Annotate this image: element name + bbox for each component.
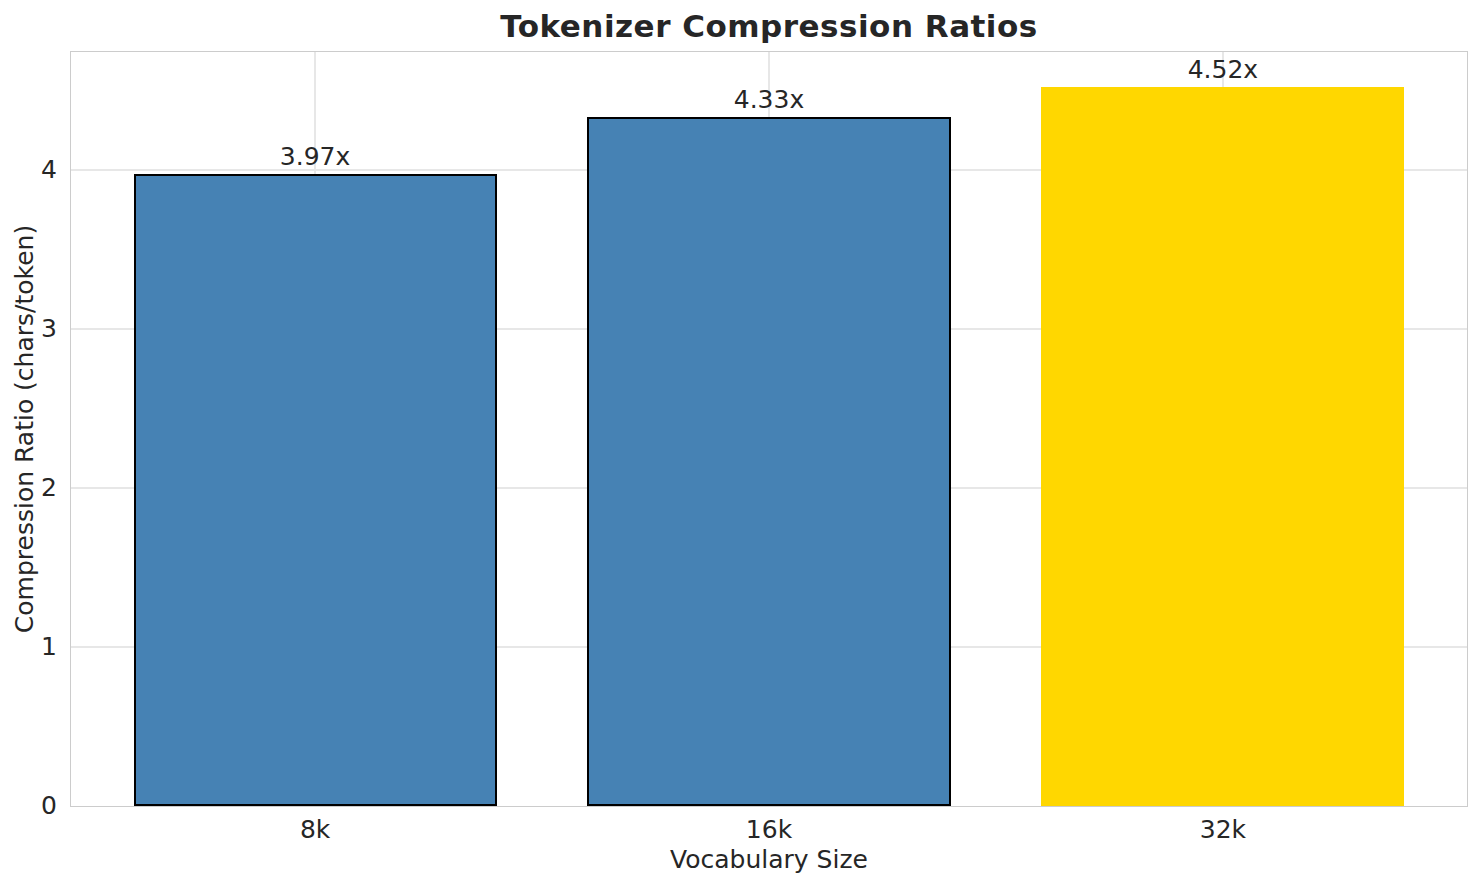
bar: [1041, 87, 1404, 806]
bar-chart-figure: Tokenizer Compression Ratios Vocabulary …: [0, 0, 1483, 885]
y-tick-label: 4: [0, 155, 57, 185]
y-tick-label: 3: [0, 314, 57, 344]
x-tick-label: 32k: [1113, 815, 1333, 845]
y-axis-title: Compression Ratio (chars/token): [10, 225, 39, 633]
x-axis-title: Vocabulary Size: [70, 845, 1468, 874]
bar: [587, 117, 950, 806]
y-tick-label: 0: [0, 791, 57, 821]
bar-value-label: 4.52x: [1113, 55, 1333, 85]
bar: [134, 174, 497, 806]
x-tick-label: 8k: [205, 815, 425, 845]
y-tick-label: 1: [0, 632, 57, 662]
chart-title: Tokenizer Compression Ratios: [70, 8, 1468, 44]
bar-value-label: 4.33x: [659, 85, 879, 115]
bar-value-label: 3.97x: [205, 142, 425, 172]
x-tick-label: 16k: [659, 815, 879, 845]
y-tick-label: 2: [0, 473, 57, 503]
